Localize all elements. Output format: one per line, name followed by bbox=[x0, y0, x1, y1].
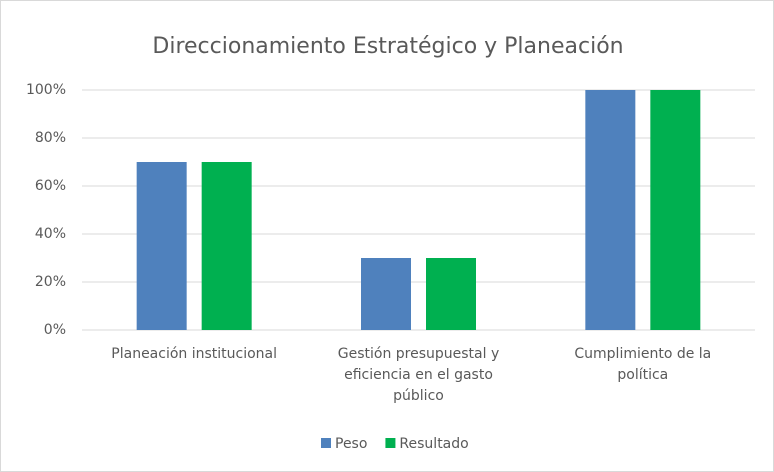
y-tick-label: 60% bbox=[35, 178, 66, 194]
y-tick-label: 0% bbox=[44, 322, 66, 338]
y-tick-label: 40% bbox=[35, 226, 66, 242]
x-tick-label: Planeación institucional bbox=[111, 346, 278, 362]
y-tick-label: 20% bbox=[35, 274, 66, 290]
chart-title: Direccionamiento Estratégico y Planeació… bbox=[152, 34, 623, 59]
legend-label: Resultado bbox=[399, 436, 468, 452]
y-tick-label: 100% bbox=[26, 82, 66, 98]
bar bbox=[361, 258, 411, 330]
bar bbox=[136, 162, 187, 330]
legend-swatch bbox=[321, 438, 331, 448]
bar bbox=[201, 162, 252, 330]
y-tick-label: 80% bbox=[35, 130, 66, 146]
legend-label: Peso bbox=[335, 436, 367, 452]
x-tick-label: Gestión presupuestal y eficiencia en el … bbox=[337, 346, 500, 404]
x-tick-label: Cumplimiento de la política bbox=[574, 346, 712, 383]
bar bbox=[650, 90, 701, 330]
bar bbox=[585, 90, 636, 330]
legend-swatch bbox=[385, 438, 396, 448]
bar bbox=[426, 258, 476, 330]
